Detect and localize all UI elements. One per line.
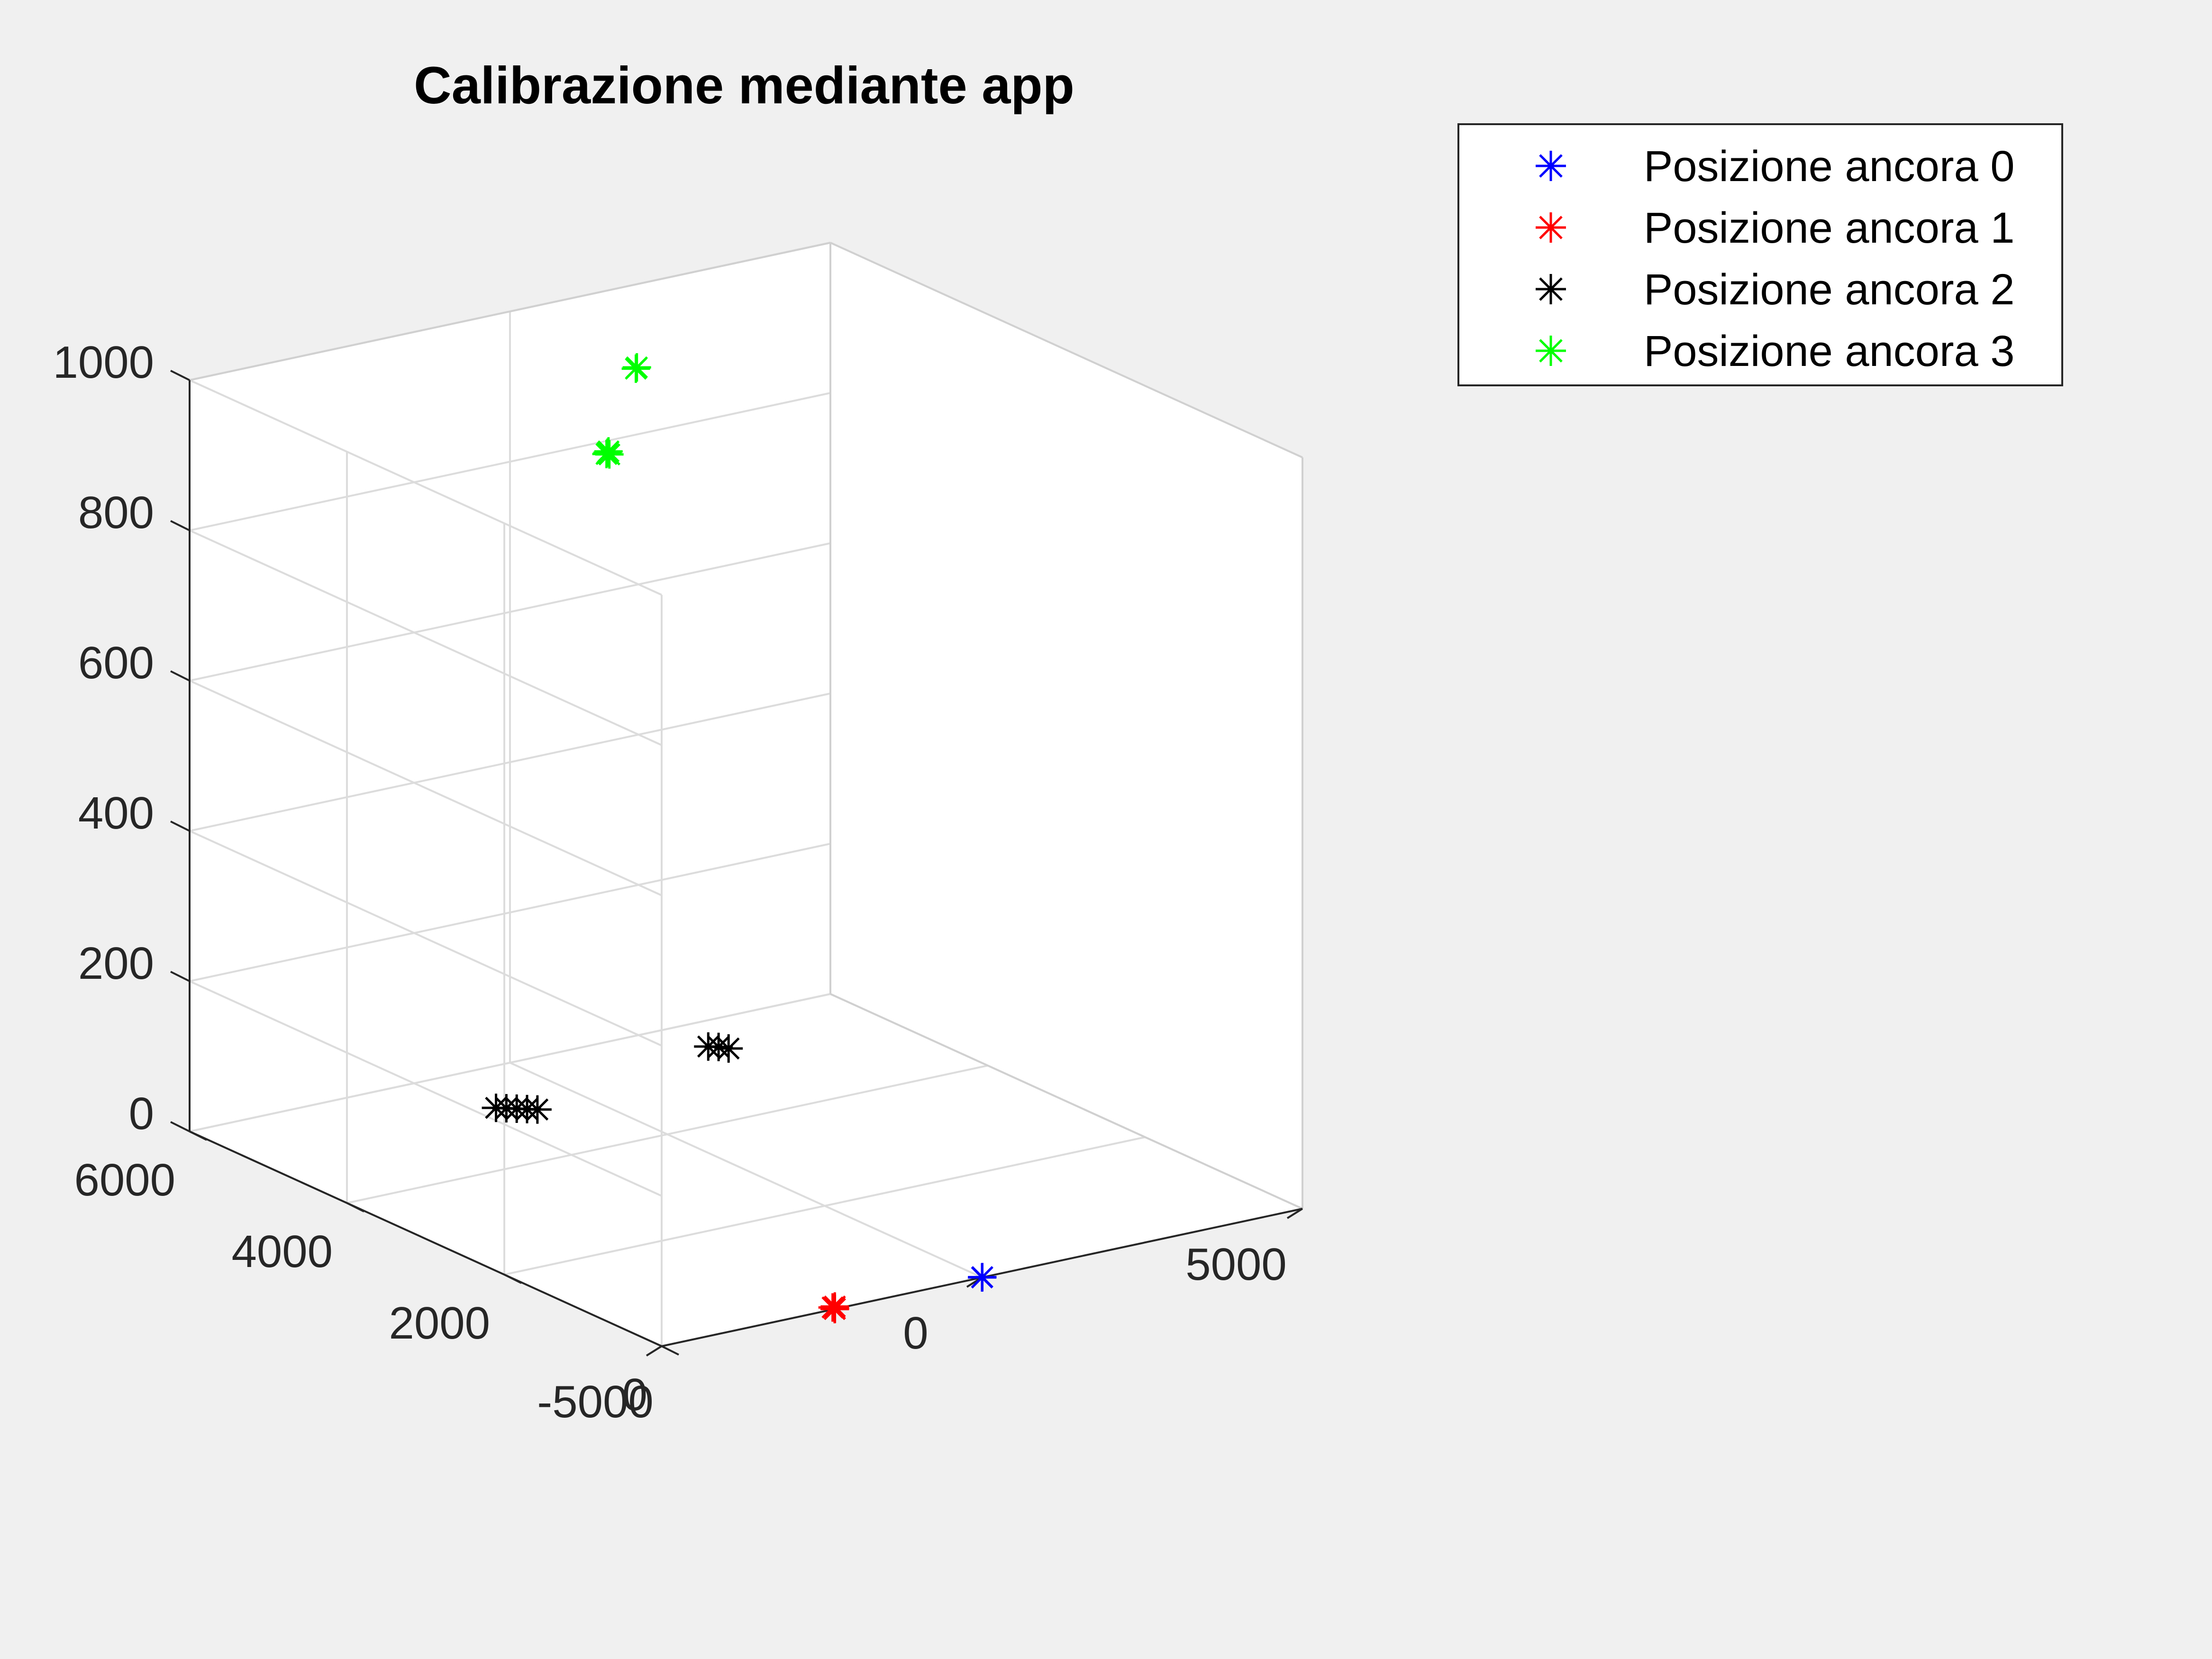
- data-point: [622, 353, 651, 382]
- data-points: [482, 353, 997, 1323]
- z-tick: [170, 670, 190, 682]
- wall-grid-line: [189, 379, 662, 596]
- z-tick-label: 800: [78, 487, 154, 538]
- data-point: [595, 440, 624, 469]
- y-tick-label: 2000: [389, 1298, 490, 1349]
- y-tick: [189, 1130, 207, 1141]
- z-tick: [170, 971, 190, 982]
- legend-label: Posizione ancora 3: [1644, 327, 2015, 375]
- wall-grid-line: [189, 980, 662, 1197]
- wall-grid-line: [189, 529, 662, 746]
- wall-grid-line: [189, 843, 831, 982]
- series-1: [818, 1292, 849, 1323]
- legend-marker: [1536, 274, 1566, 304]
- z-tick-label: 600: [78, 638, 154, 688]
- wall-grid-line: [189, 993, 831, 1132]
- x-tick-label: 5000: [1185, 1239, 1287, 1290]
- z-tick: [170, 1121, 190, 1132]
- data-point: [968, 1263, 997, 1292]
- box-edge: [189, 242, 831, 381]
- floor-grid-line: [510, 1062, 983, 1278]
- box-edge: [830, 993, 1303, 1210]
- floor-grid-line: [346, 1065, 988, 1204]
- wall-grid-line: [189, 830, 662, 1047]
- series-2: [482, 1032, 743, 1124]
- x-tick: [646, 1345, 663, 1357]
- x-tick-label: 0: [903, 1308, 928, 1358]
- legend-marker: [1536, 336, 1566, 366]
- series-0: [968, 1263, 997, 1292]
- y-axis-line: [189, 1130, 662, 1347]
- y-tick-label: 0: [622, 1369, 647, 1420]
- z-tick: [170, 820, 190, 832]
- legend-label: Posizione ancora 1: [1644, 204, 2015, 252]
- y-tick: [661, 1345, 679, 1356]
- data-point: [714, 1034, 743, 1063]
- legend-marker: [1536, 212, 1566, 243]
- wall-grid-line: [189, 680, 662, 896]
- z-tick: [170, 370, 190, 381]
- wall-grid-line: [189, 693, 831, 832]
- floor-grid-line: [504, 1136, 1146, 1276]
- axes-background: [190, 243, 1302, 1346]
- y-tick: [346, 1202, 364, 1212]
- data-point: [820, 1294, 849, 1323]
- data-point: [523, 1095, 552, 1124]
- wall-grid-line: [189, 392, 831, 531]
- chart-title: Calibrazione mediante app: [414, 56, 1074, 115]
- x-tick: [1286, 1208, 1303, 1219]
- z-tick-label: 0: [129, 1088, 154, 1139]
- x-tick-label: -5000: [537, 1376, 654, 1427]
- z-tick-label: 400: [78, 788, 154, 839]
- z-tick-label: 1000: [53, 337, 154, 388]
- series-3: [592, 353, 651, 469]
- z-tick-label: 200: [78, 938, 154, 989]
- legend: Posizione ancora 0 Posizione ancora 1 Posi…: [1457, 123, 2063, 386]
- legend-label: Posizione ancora 0: [1644, 142, 2015, 191]
- legend-label: Posizione ancora 2: [1644, 265, 2015, 314]
- z-tick: [170, 520, 190, 531]
- wall-grid-line: [189, 542, 831, 682]
- axes: [170, 370, 1303, 1357]
- y-tick-label: 6000: [74, 1155, 175, 1205]
- legend-marker: [1536, 151, 1566, 181]
- y-tick-label: 4000: [231, 1226, 333, 1277]
- y-tick: [504, 1274, 522, 1284]
- box-edge: [830, 242, 1303, 458]
